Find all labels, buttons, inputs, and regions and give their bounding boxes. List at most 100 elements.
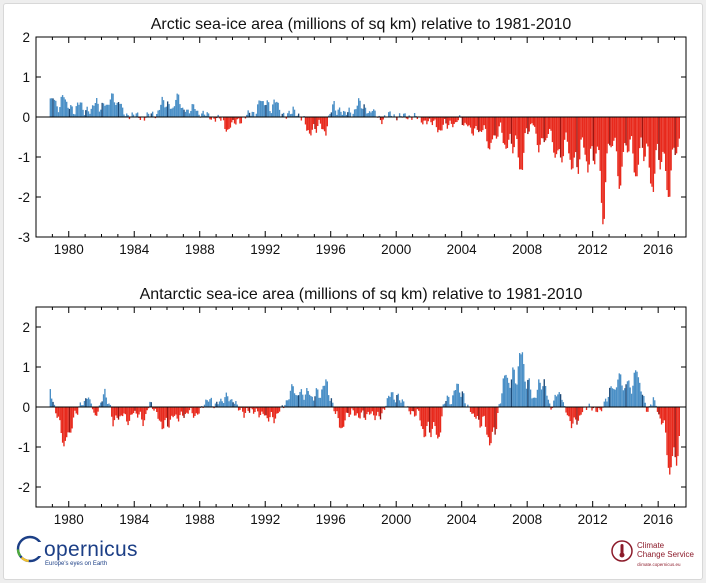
antarctic-bar [90, 403, 92, 407]
arctic-bar [446, 117, 449, 129]
arctic-bar [194, 109, 196, 117]
antarctic-bar [378, 407, 380, 417]
antarctic-bar [460, 396, 462, 407]
arctic-bar [353, 109, 356, 117]
arctic-bar [111, 93, 113, 117]
antarctic-bar [554, 394, 556, 407]
antarctic-bar [104, 388, 106, 407]
antarctic-bar [52, 401, 54, 407]
arctic-bar [355, 109, 357, 117]
antarctic-bar [367, 407, 369, 412]
antarctic-bar [445, 401, 447, 407]
arctic-bar [524, 117, 526, 134]
arctic-bar [572, 117, 574, 169]
arctic-bar [205, 115, 207, 117]
antarctic-bar [153, 407, 155, 411]
antarctic-bar [66, 407, 68, 438]
arctic-bar [678, 117, 680, 139]
antarctic-bar [663, 407, 665, 421]
antarctic-bar [574, 407, 577, 420]
arctic-bar [497, 117, 499, 137]
arctic-bar [658, 117, 660, 160]
antarctic-bar [652, 397, 655, 407]
arctic-bar [93, 105, 95, 117]
arctic-bar [363, 104, 365, 117]
arctic-bar [274, 102, 277, 117]
arctic-bar [441, 117, 443, 131]
arctic-bar [168, 104, 170, 117]
antarctic-bar [85, 398, 87, 407]
arctic-bar [102, 103, 105, 117]
antarctic-bar [600, 407, 603, 412]
antarctic-bar [403, 401, 405, 407]
arctic-bar [388, 112, 390, 117]
arctic-bar [535, 117, 537, 134]
arctic-bar [188, 113, 191, 117]
antarctic-bar [480, 407, 483, 427]
antarctic-bar [216, 401, 218, 407]
arctic-bar [651, 117, 653, 187]
antarctic-bar [145, 407, 147, 415]
antarctic-bar [281, 405, 283, 407]
arctic-bar [191, 104, 193, 117]
antarctic-bar [368, 407, 371, 415]
antarctic-bar [566, 407, 569, 416]
arctic-bar [449, 117, 451, 121]
arctic-bar [326, 117, 328, 127]
antarctic-bar [377, 407, 379, 412]
arctic-bar [584, 117, 586, 155]
arctic-bar [619, 117, 622, 186]
antarctic-bar [70, 407, 72, 433]
antarctic-bar [138, 407, 140, 415]
arctic-bar [172, 107, 174, 117]
arctic-bar [448, 117, 450, 126]
antarctic-bar [239, 407, 241, 410]
arctic-bar [89, 113, 91, 117]
antarctic-bar [257, 407, 259, 412]
antarctic-bar [604, 398, 607, 407]
antarctic-bar [517, 366, 519, 407]
arctic-bar [128, 117, 131, 120]
antarctic-bar [618, 373, 620, 407]
arctic-bar [589, 117, 592, 149]
antarctic-bar [562, 402, 565, 407]
antarctic-bar [659, 407, 661, 419]
antarctic-bar [551, 407, 554, 409]
arctic-bar [156, 114, 158, 117]
arctic-bar [344, 111, 346, 117]
arctic-bar [75, 106, 77, 117]
arctic-bar [338, 107, 341, 117]
arctic-bar [628, 117, 630, 152]
antarctic-y-tick-label: -2 [18, 480, 30, 495]
antarctic-bar [359, 407, 361, 419]
antarctic-bar [102, 394, 105, 407]
arctic-bar [677, 117, 679, 147]
arctic-bar [371, 110, 373, 117]
antarctic-bar [113, 407, 116, 421]
arctic-bar [240, 117, 243, 124]
arctic-bar [576, 117, 578, 168]
arctic-bar [510, 117, 513, 144]
arctic-bar [349, 112, 352, 117]
antarctic-bar [457, 383, 459, 407]
arctic-x-tick-label: 1988 [185, 242, 215, 257]
arctic-y-tick-label: 2 [22, 30, 30, 45]
antarctic-bar [416, 407, 419, 410]
antarctic-bar [430, 407, 432, 438]
antarctic-bar [585, 407, 588, 410]
antarctic-bar [60, 407, 62, 434]
arctic-bar [109, 99, 112, 117]
antarctic-bar [225, 392, 228, 407]
antarctic-bar [503, 375, 506, 407]
arctic-bar [106, 104, 109, 117]
antarctic-bar [61, 407, 64, 443]
antarctic-bar [651, 405, 653, 407]
antarctic-x-tick-label: 1980 [54, 512, 84, 527]
antarctic-bar [655, 405, 657, 407]
copernicus-name: opernicus [44, 538, 138, 561]
antarctic-bar [217, 404, 219, 407]
arctic-bar [570, 117, 573, 170]
antarctic-bar [303, 399, 305, 407]
antarctic-bar [206, 400, 208, 407]
